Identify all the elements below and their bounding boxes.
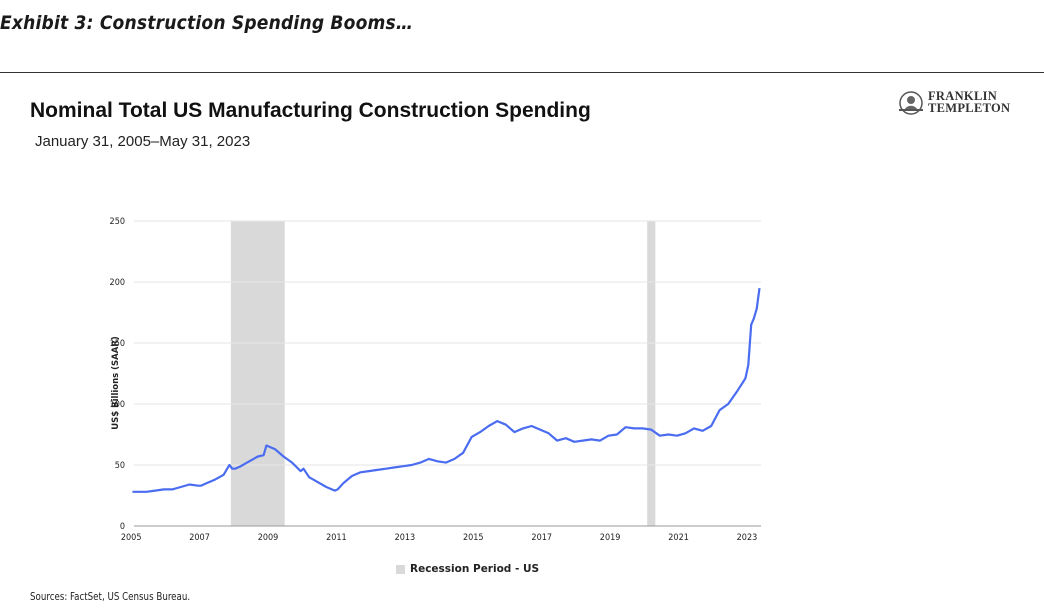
chart-legend: Recession Period - US xyxy=(396,563,539,575)
exhibit-heading: Exhibit 3: Construction Spending Booms… xyxy=(0,12,414,34)
y-tick-label: 200 xyxy=(110,278,125,288)
x-tick-label: 2013 xyxy=(395,533,416,543)
x-tick-label: 2019 xyxy=(600,533,621,543)
brand-logo: FRANKLIN TEMPLETON xyxy=(898,90,1023,118)
series-line xyxy=(132,287,761,493)
recession-band-1 xyxy=(230,221,285,526)
x-tick-label: 2015 xyxy=(463,533,484,543)
y-tick-label: 0 xyxy=(120,522,125,532)
legend-swatch-recession xyxy=(396,564,405,574)
y-axis-label: US$ Billions (SAAR) xyxy=(111,336,121,430)
y-axis-ticks: 0 50 100 150 200 250 xyxy=(110,217,125,532)
legend-label-recession: Recession Period - US xyxy=(410,563,540,575)
y-tick-label: 50 xyxy=(115,461,125,471)
recession-bands xyxy=(230,221,656,526)
y-tick-label: 250 xyxy=(110,217,125,227)
x-tick-label: 2017 xyxy=(531,533,552,543)
x-tick-label: 2007 xyxy=(189,533,210,543)
brand-line-1: FRANKLIN xyxy=(928,89,998,103)
chart-subtitle: January 31, 2005–May 31, 2023 xyxy=(35,133,251,150)
x-axis-ticks: 2005 2007 2009 2011 2013 2015 2017 2019 2021 2023 xyxy=(121,533,757,543)
x-tick-label: 2011 xyxy=(326,533,347,543)
x-tick-label: 2009 xyxy=(258,533,279,543)
y-tick-label: 100 xyxy=(110,400,125,410)
header-divider xyxy=(0,72,1044,73)
source-note: Sources: FactSet, US Census Bureau. xyxy=(30,591,191,603)
chart-title: Nominal Total US Manufacturing Construct… xyxy=(30,99,591,122)
gridlines xyxy=(134,220,761,527)
x-tick-label: 2005 xyxy=(121,533,142,543)
brand-line-2: TEMPLETON xyxy=(928,101,1011,115)
y-tick-label: 150 xyxy=(110,339,125,349)
x-tick-label: 2023 xyxy=(737,533,758,543)
franklin-portrait-icon xyxy=(899,91,923,115)
x-tick-label: 2021 xyxy=(668,533,689,543)
recession-band-2 xyxy=(647,221,656,526)
